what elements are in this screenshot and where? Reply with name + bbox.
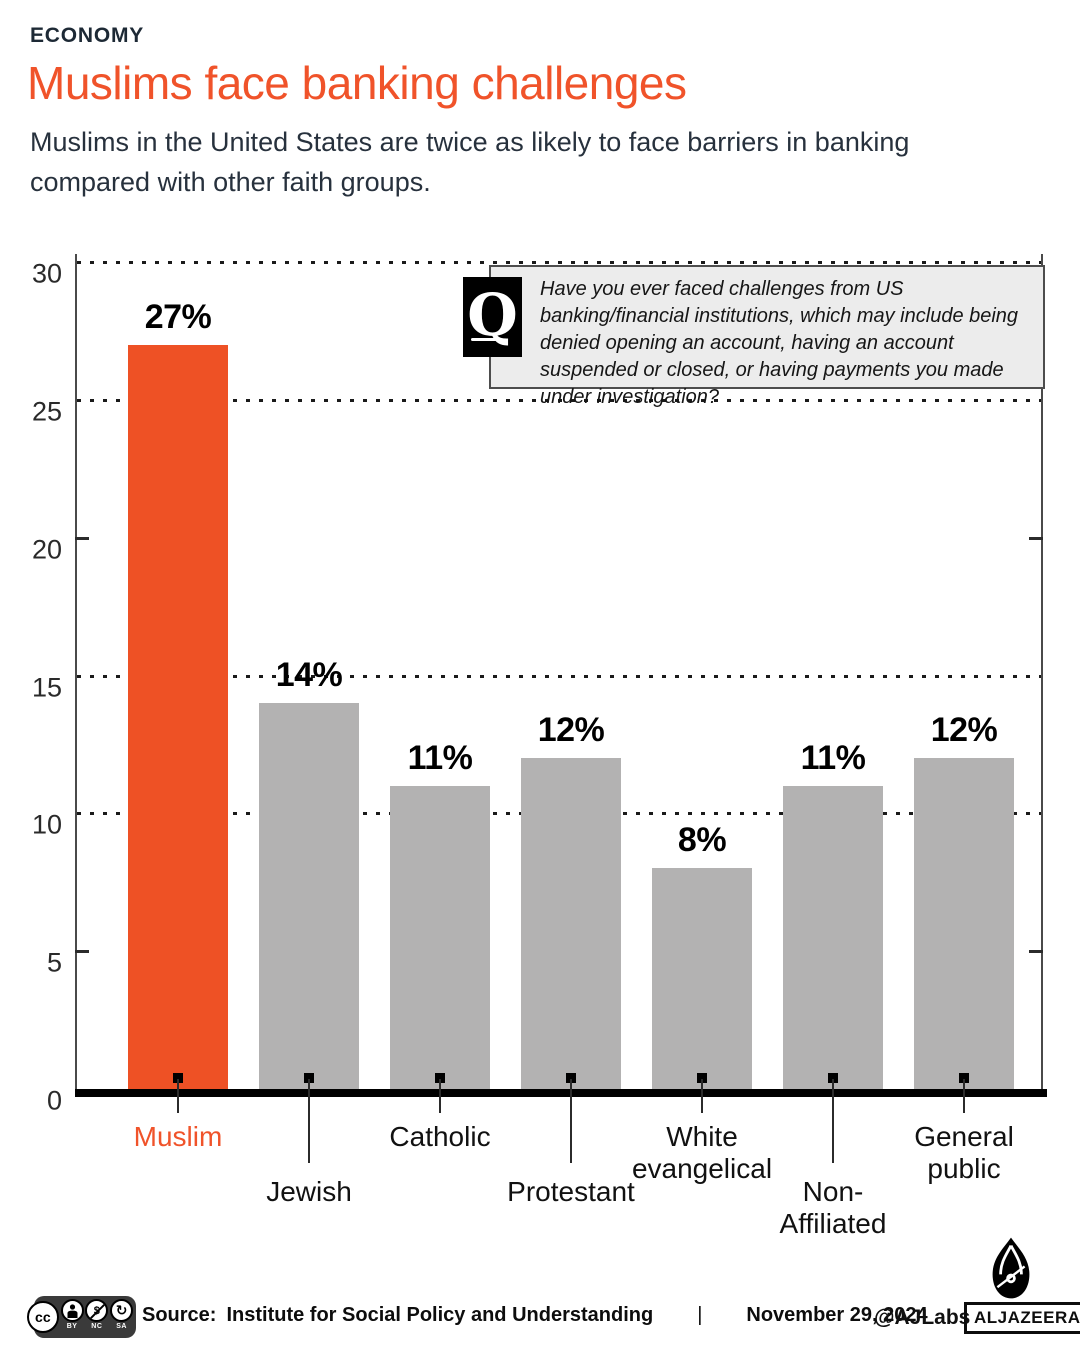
y-tick-5: [75, 950, 89, 954]
y-tick-label-10: 10: [31, 809, 62, 840]
leader-line: [308, 1079, 310, 1163]
question-text: Have you ever faced challenges from US b…: [540, 278, 1019, 408]
y-tick-label-15: 15: [31, 672, 62, 702]
bar-marker: [828, 1073, 838, 1083]
y-axis-line: [75, 254, 77, 1097]
sa-icon: ↻ SA: [109, 1299, 134, 1330]
question-box: [489, 265, 1045, 389]
y-tick-label-5: 5: [46, 947, 62, 978]
bar-marker: [697, 1073, 707, 1083]
question-q-icon: Q: [463, 277, 522, 357]
y-tick-label-25: 25: [31, 396, 62, 427]
leader-line: [701, 1079, 703, 1113]
plot-right-border: [1041, 254, 1043, 1097]
category-label: Protestant: [507, 1176, 635, 1207]
person-icon: [67, 1303, 78, 1318]
leader-line: [177, 1079, 179, 1113]
bar-marker: [959, 1073, 969, 1083]
leader-line: [832, 1079, 834, 1163]
date-text: November 29, 2024: [746, 1304, 928, 1326]
cc-license-badge: cc BY $ NC ↻ SA: [26, 1296, 136, 1338]
cc-icon: cc: [26, 1299, 60, 1333]
category-label: Muslim: [133, 1121, 223, 1152]
header-kicker: ECONOMY: [30, 24, 145, 47]
bar-marker: [173, 1073, 183, 1083]
license-label-nc: NC: [91, 1323, 103, 1330]
page-subtitle: Muslims in the United States are twice a…: [30, 122, 990, 202]
gridline-25: [77, 398, 1041, 402]
page-subtitle-line2: compared with other faith groups.: [30, 167, 431, 197]
by-icon: BY: [60, 1299, 85, 1330]
bar-catholic: [390, 785, 490, 1089]
bar-marker: [566, 1073, 576, 1083]
bar-general-public: [914, 758, 1014, 1089]
bar-marker: [304, 1073, 314, 1083]
bar-value-label: 11%: [407, 738, 473, 777]
bar-value-label: 12%: [537, 711, 605, 750]
category-label: Catholic: [389, 1121, 491, 1152]
bar-jewish: [259, 703, 359, 1089]
source-label: Source:: [142, 1304, 217, 1326]
q-swash-decoration: [471, 338, 497, 341]
leader-line: [439, 1079, 441, 1113]
y-tick-right-5: [1029, 950, 1043, 954]
y-tick-label-0: 0: [46, 1085, 62, 1116]
nc-icon: $ NC: [84, 1299, 109, 1330]
y-tick-label-20: 20: [31, 534, 62, 565]
separator: |: [697, 1304, 703, 1326]
page-title: Muslims face banking challenges: [27, 57, 687, 109]
source-text: Institute for Social Policy and Understa…: [226, 1304, 654, 1326]
aljazeera-badge: ALJAZEERA: [964, 1302, 1080, 1334]
bar-value-label: 12%: [930, 711, 998, 750]
license-label-sa: SA: [116, 1323, 127, 1330]
category-label: Non- Affiliated: [779, 1176, 887, 1239]
x-axis-baseline: [75, 1089, 1047, 1097]
leader-line: [963, 1079, 965, 1113]
q-letter: Q: [467, 281, 518, 349]
license-label-by: BY: [66, 1323, 78, 1330]
category-label: White evangelical: [631, 1121, 773, 1184]
bar-protestant: [521, 758, 621, 1089]
gridline-30: [77, 261, 1041, 264]
source-line: Source: Institute for Social Policy and …: [142, 1304, 928, 1327]
bar-value-label: 14%: [275, 656, 343, 695]
gridline-15: [77, 674, 1041, 678]
bar-value-label: 11%: [800, 738, 866, 777]
y-tick-right-20: [1029, 536, 1043, 540]
y-tick-label-30: 30: [31, 258, 62, 289]
aljazeera-logo-icon: [992, 1237, 1030, 1299]
bar-muslim: [128, 344, 228, 1089]
category-label: Jewish: [266, 1176, 352, 1207]
bar-marker: [435, 1073, 445, 1083]
leader-line: [570, 1079, 572, 1163]
y-tick-20: [75, 536, 89, 540]
bar-value-label: 27%: [144, 297, 212, 336]
bar-non--affiliated: [783, 785, 883, 1089]
category-label: General public: [914, 1121, 1014, 1184]
ajlabs-credit: @AJLabs: [874, 1306, 971, 1329]
bar-white-evangelical: [652, 868, 752, 1089]
page-subtitle-line1: Muslims in the United States are twice a…: [30, 127, 910, 157]
bar-value-label: 8%: [677, 821, 727, 860]
